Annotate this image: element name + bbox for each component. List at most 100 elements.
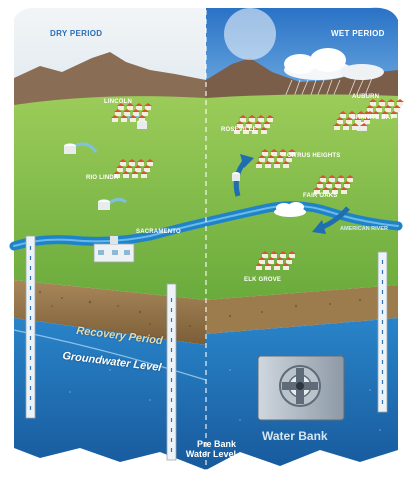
town-sacramento: SACRAMENTO	[136, 229, 181, 235]
river-highlight	[13, 204, 399, 247]
house-icon	[117, 168, 123, 172]
house-roof	[270, 251, 278, 254]
house-roof	[258, 257, 266, 260]
water-bank-vault	[257, 355, 345, 421]
house-roof	[273, 161, 281, 164]
house-icon	[394, 108, 400, 112]
house-roof	[132, 109, 140, 112]
town-elk-grove: ELK GROVE	[244, 277, 282, 283]
prebank-line2: Water Level	[185, 448, 236, 459]
house-roof	[345, 117, 353, 120]
house-roof	[313, 187, 321, 190]
house-roof	[322, 187, 330, 190]
house-roof	[143, 165, 151, 168]
house-icon	[118, 106, 124, 110]
house-roof	[387, 99, 395, 102]
house-icon	[347, 178, 353, 182]
house-roof	[251, 127, 259, 130]
house-icon	[283, 266, 289, 270]
house-icon	[358, 114, 364, 118]
house-roof	[122, 171, 130, 174]
house-icon	[145, 106, 151, 110]
house-icon	[139, 118, 145, 122]
house-icon	[115, 112, 121, 116]
house-icon	[264, 124, 270, 128]
house-roof	[337, 175, 345, 178]
house-icon	[341, 190, 347, 194]
gravel-texture	[38, 290, 387, 328]
prebank-line1: Pre Bank	[196, 439, 236, 449]
house-roof	[334, 181, 342, 184]
house-roof	[360, 123, 368, 126]
house-icon	[391, 114, 397, 118]
house-roof	[288, 149, 296, 152]
house-roof	[254, 121, 262, 124]
town-auburn: AUBURN	[352, 94, 380, 100]
house-icon	[127, 106, 133, 110]
house-roof	[393, 105, 401, 108]
town-roseville: ROSEVILLE	[221, 127, 257, 133]
house-roof	[343, 181, 351, 184]
house-roof	[245, 121, 253, 124]
town-fair-oaks: FAIR OAKS	[303, 193, 338, 199]
house-icon	[112, 118, 118, 122]
house-icon	[144, 168, 150, 172]
house-icon	[249, 118, 255, 122]
town-granite-bay: GRANITE BAY	[351, 115, 394, 121]
house-roof	[255, 161, 263, 164]
house-roof	[257, 115, 265, 118]
house-icon	[259, 158, 265, 162]
house-icon	[397, 102, 403, 106]
house-roof	[140, 171, 148, 174]
house-roof	[346, 175, 354, 178]
house-icon	[135, 168, 141, 172]
house-icon	[138, 162, 144, 166]
house-roof	[396, 99, 404, 102]
wet-period-header: WET PERIOD	[331, 29, 385, 38]
house-icon	[337, 120, 343, 124]
house-roof	[255, 263, 263, 266]
house-icon	[326, 184, 332, 188]
house-icon	[129, 162, 135, 166]
house-roof	[328, 175, 336, 178]
house-icon	[355, 120, 361, 124]
house-icon	[147, 162, 153, 166]
house-roof	[375, 105, 383, 108]
house-roof	[282, 263, 290, 266]
house-icon	[364, 120, 370, 124]
house-icon	[256, 164, 262, 168]
house-roof	[333, 123, 341, 126]
house-icon	[265, 164, 271, 168]
sun-glow	[224, 8, 276, 60]
house-icon	[243, 130, 249, 134]
house-roof	[282, 161, 290, 164]
house-roof	[357, 111, 365, 114]
well-pipe-right	[377, 251, 388, 413]
house-icon	[268, 158, 274, 162]
flow-arrow-down	[312, 206, 350, 234]
house-roof	[144, 103, 152, 106]
house-roof	[348, 111, 356, 114]
house-icon	[132, 174, 138, 178]
house-roof	[285, 155, 293, 158]
house-icon	[286, 260, 292, 264]
house-icon	[255, 124, 261, 128]
town-rio-linda: RIO LINDA	[86, 175, 119, 181]
house-icon	[338, 178, 344, 182]
house-icon	[317, 184, 323, 188]
house-roof	[261, 149, 269, 152]
house-roof	[131, 171, 139, 174]
house-icon	[289, 254, 295, 258]
house-icon	[277, 260, 283, 264]
house-roof	[233, 127, 241, 130]
house-icon	[133, 112, 139, 116]
house-roof	[363, 117, 371, 120]
house-icon	[262, 254, 268, 258]
house-icon	[124, 112, 130, 116]
house-roof	[316, 181, 324, 184]
house-icon	[271, 254, 277, 258]
house-icon	[329, 178, 335, 182]
house-icon	[388, 102, 394, 106]
house-icon	[141, 174, 147, 178]
house-roof	[135, 103, 143, 106]
